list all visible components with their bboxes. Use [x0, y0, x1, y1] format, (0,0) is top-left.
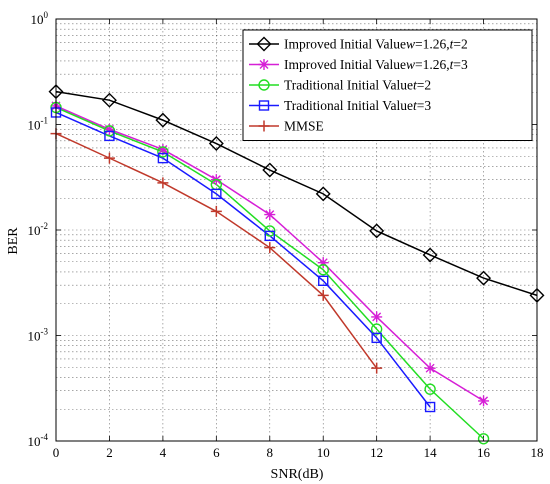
x-tick-label: 16 [477, 445, 491, 460]
data-point [476, 270, 492, 286]
series-line [55, 132, 378, 369]
x-axis-label: SNR(dB) [271, 467, 324, 482]
legend-label: MMSE [284, 119, 324, 134]
data-point [318, 275, 329, 286]
data-point [264, 209, 276, 221]
data-point [371, 362, 383, 374]
x-tick-label: 14 [424, 445, 438, 460]
x-tick-label: 18 [531, 445, 544, 460]
data-point [155, 112, 171, 128]
legend: Improved Initial Valuew=1.26,t=2 Improved… [242, 29, 533, 141]
x-tick-label: 10 [317, 445, 330, 460]
data-point [315, 186, 331, 202]
plot-frame [55, 18, 538, 442]
legend-label: Improved Initial Valuew=1.26,t=2 [284, 37, 468, 52]
data-point [208, 136, 224, 152]
legend-marker [258, 59, 270, 70]
legend-box [242, 29, 533, 141]
data-point [157, 146, 169, 158]
legend-marker [258, 79, 270, 91]
data-point [422, 247, 438, 263]
data-point [157, 143, 169, 155]
data-point [103, 152, 115, 164]
legend-label: Traditional Initial Valuet=3 [284, 98, 431, 113]
x-tick-label: 4 [160, 445, 167, 460]
legend-marker [256, 36, 272, 52]
data-point [317, 257, 329, 269]
data-point [424, 362, 436, 374]
data-point [104, 130, 115, 142]
data-point [371, 311, 383, 323]
legend-marker [258, 100, 270, 111]
data-point [157, 177, 169, 189]
y-tick-label: 10-2 [28, 221, 49, 238]
y-tick-labels: 100 10-1 10-2 10-3 10-4 [28, 10, 49, 449]
data-point [211, 188, 222, 200]
series-lines [55, 90, 538, 440]
x-tick-label: 8 [267, 445, 274, 460]
data-point [264, 230, 275, 242]
data-point [424, 401, 436, 413]
data-point [369, 223, 385, 239]
data-point [157, 152, 169, 164]
y-tick-label: 10-3 [28, 327, 49, 344]
series-line [55, 90, 538, 297]
data-point [103, 123, 115, 135]
data-point [317, 264, 329, 276]
y-tick-label: 100 [31, 10, 49, 27]
data-point [210, 205, 222, 217]
data-point [477, 433, 490, 445]
data-point [101, 92, 117, 108]
x-tick-label: 0 [53, 445, 60, 460]
legend-label: Traditional Initial Valuet=2 [284, 78, 431, 93]
data-point [317, 289, 329, 301]
series-line [55, 106, 485, 440]
x-tick-label: 6 [213, 445, 220, 460]
x-tick-label: 2 [106, 445, 113, 460]
data-point [264, 242, 276, 254]
y-axis-label: BER [6, 227, 21, 255]
y-tick-label: 10-1 [28, 116, 49, 133]
data-point [478, 395, 490, 407]
data-point [262, 162, 278, 178]
y-tick-label: 10-4 [28, 432, 49, 449]
x-tick-labels: 0 2 4 6 8 10 12 14 16 18 [53, 445, 544, 460]
series-markers [48, 84, 545, 445]
data-point [370, 323, 383, 335]
data-point [371, 332, 382, 344]
legend-label: Improved Initial Valuew=1.26,t=3 [284, 57, 468, 72]
legend-marker [258, 120, 270, 132]
x-tick-label: 12 [370, 445, 383, 460]
series-line [55, 111, 431, 408]
data-point [424, 383, 436, 395]
